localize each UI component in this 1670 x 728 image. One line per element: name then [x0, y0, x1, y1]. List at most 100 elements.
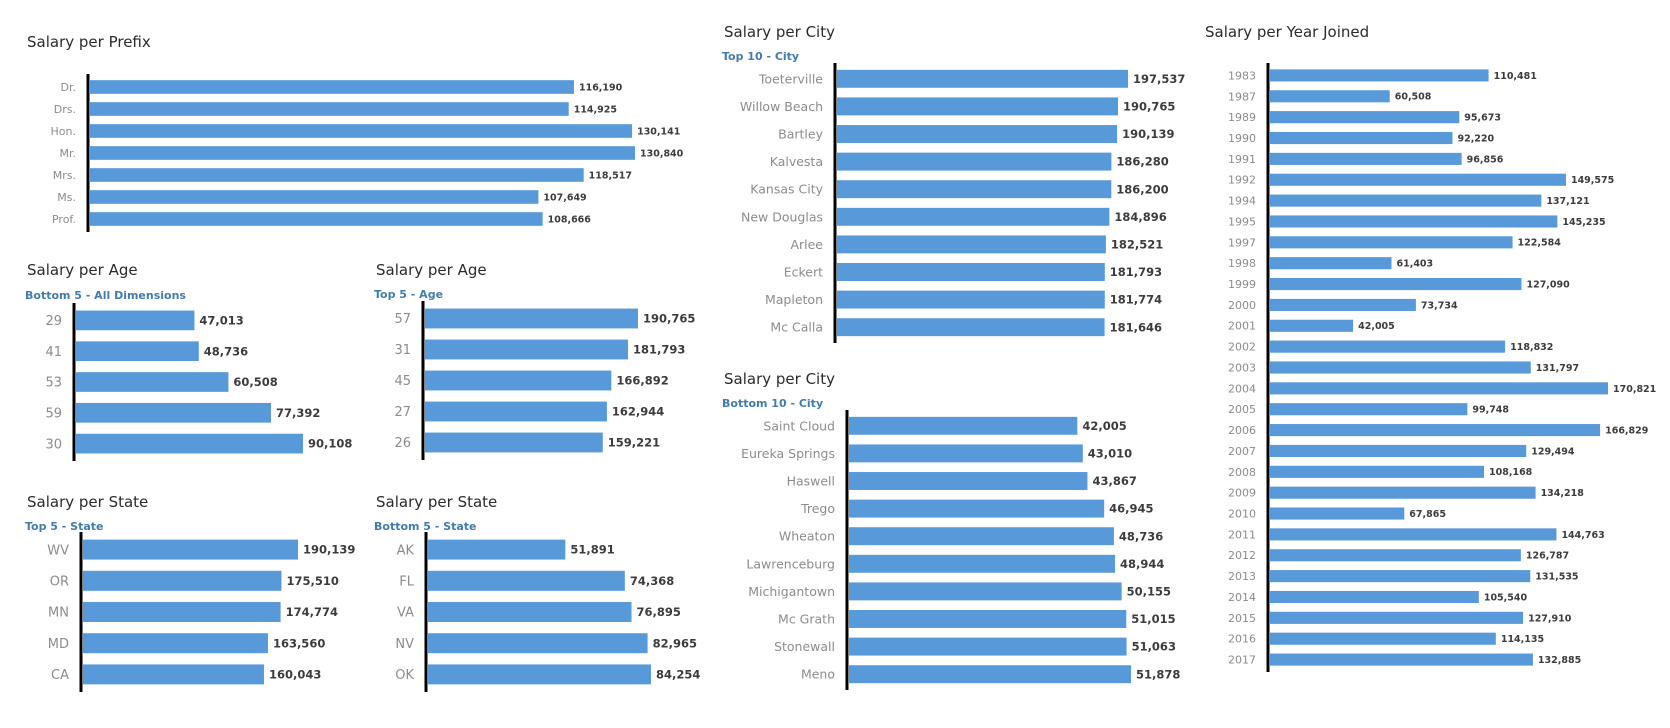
category-label: Eureka Springs — [741, 446, 835, 461]
bar[interactable] — [1270, 278, 1522, 291]
bar[interactable] — [1270, 194, 1542, 207]
chart-title: Salary per City — [724, 370, 835, 388]
bar[interactable] — [90, 124, 633, 138]
category-label: Mr. — [60, 147, 77, 160]
bar[interactable] — [425, 308, 638, 329]
data-label: 122,584 — [1518, 238, 1562, 249]
bar[interactable] — [1270, 528, 1557, 541]
bar[interactable] — [837, 207, 1110, 226]
bar[interactable] — [849, 582, 1122, 601]
bar[interactable] — [1270, 403, 1468, 416]
bar[interactable] — [1270, 298, 1416, 311]
bar[interactable] — [1270, 361, 1531, 374]
bar[interactable] — [1270, 69, 1489, 82]
bar[interactable] — [425, 339, 628, 360]
bar[interactable] — [76, 402, 271, 423]
bar[interactable] — [90, 102, 569, 116]
bar[interactable] — [83, 633, 268, 654]
bar[interactable] — [90, 168, 584, 182]
bar[interactable] — [849, 499, 1105, 518]
bar[interactable] — [837, 69, 1128, 88]
bar[interactable] — [1270, 570, 1531, 583]
bar[interactable] — [425, 370, 612, 391]
bar[interactable] — [1270, 173, 1566, 186]
bar[interactable] — [1270, 319, 1354, 332]
bar[interactable] — [83, 602, 281, 622]
chart-title: Salary per State — [27, 493, 149, 511]
data-label: 73,734 — [1421, 300, 1458, 311]
bar[interactable] — [1270, 590, 1479, 604]
bar[interactable] — [837, 263, 1105, 281]
bar[interactable] — [76, 310, 195, 331]
bar[interactable] — [1270, 90, 1390, 103]
bar[interactable] — [1270, 507, 1405, 520]
bar[interactable] — [425, 401, 607, 422]
bar[interactable] — [428, 570, 625, 591]
category-label: 1987 — [1228, 90, 1256, 103]
category-label: Kalvesta — [770, 154, 823, 169]
bar[interactable] — [1270, 465, 1485, 478]
bar[interactable] — [1270, 632, 1496, 645]
bar[interactable] — [849, 444, 1083, 463]
bar[interactable] — [76, 372, 229, 392]
bar[interactable] — [83, 539, 298, 560]
bar[interactable] — [425, 432, 603, 453]
bar[interactable] — [428, 539, 566, 560]
category-label: 30 — [45, 437, 62, 452]
bar[interactable] — [1270, 382, 1608, 395]
bar[interactable] — [428, 633, 648, 654]
bar[interactable] — [849, 665, 1131, 684]
category-label: MN — [48, 606, 69, 621]
bar[interactable] — [1270, 424, 1601, 437]
bar[interactable] — [1270, 215, 1558, 228]
bar[interactable] — [1270, 444, 1527, 457]
category-label: 27 — [394, 405, 411, 420]
bar[interactable] — [76, 341, 199, 362]
bar[interactable] — [428, 602, 632, 622]
bar[interactable] — [76, 433, 303, 454]
bar[interactable] — [1270, 340, 1506, 353]
data-label: 149,575 — [1571, 175, 1614, 186]
category-label: 1997 — [1228, 236, 1256, 249]
bar[interactable] — [837, 180, 1112, 199]
bar[interactable] — [837, 152, 1112, 171]
bar[interactable] — [837, 125, 1118, 143]
bar[interactable] — [1270, 111, 1460, 124]
bar[interactable] — [90, 80, 574, 94]
bar[interactable] — [90, 190, 539, 204]
bar[interactable] — [428, 664, 651, 685]
bar[interactable] — [1270, 152, 1462, 165]
bar[interactable] — [1270, 236, 1513, 249]
category-label: 45 — [394, 374, 411, 389]
bar[interactable] — [849, 527, 1114, 546]
bar[interactable] — [1270, 257, 1392, 270]
bar[interactable] — [849, 554, 1116, 573]
bar[interactable] — [1270, 486, 1536, 499]
category-label: Wheaton — [779, 529, 835, 544]
bar[interactable] — [1270, 131, 1453, 145]
bar[interactable] — [837, 290, 1105, 309]
bar[interactable] — [849, 416, 1078, 435]
bar[interactable] — [90, 146, 635, 160]
bar[interactable] — [837, 235, 1106, 254]
bar[interactable] — [90, 212, 543, 226]
bar[interactable] — [837, 318, 1105, 337]
bar[interactable] — [849, 637, 1127, 656]
bar[interactable] — [1270, 611, 1524, 624]
bar[interactable] — [1270, 549, 1521, 562]
bar[interactable] — [83, 664, 264, 685]
bar[interactable] — [849, 472, 1088, 490]
bar[interactable] — [837, 97, 1119, 116]
bar[interactable] — [1270, 653, 1533, 666]
bar[interactable] — [83, 570, 282, 591]
category-label: 2011 — [1228, 528, 1256, 541]
bar[interactable] — [849, 610, 1127, 628]
